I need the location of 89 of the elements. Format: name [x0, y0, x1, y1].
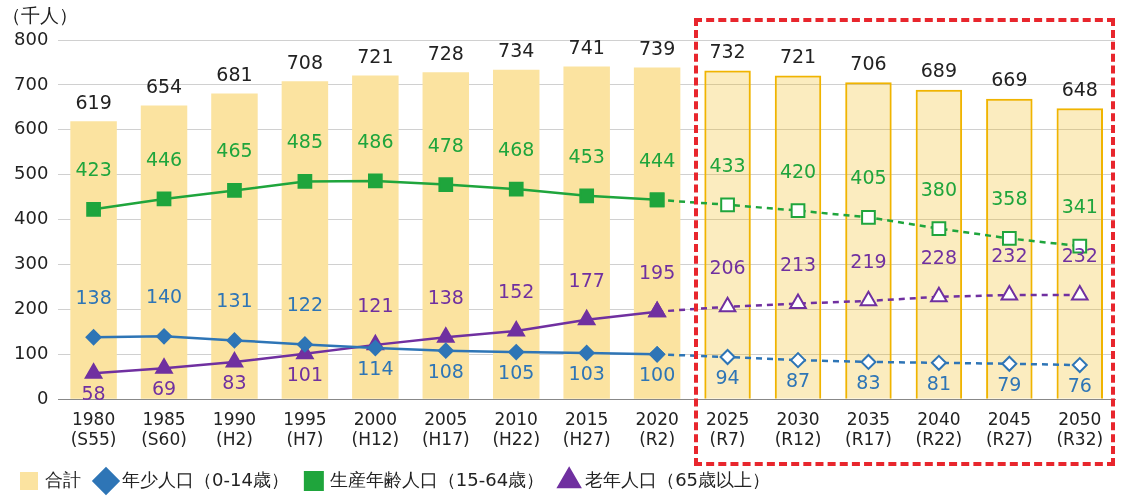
data-label: 485: [286, 130, 324, 153]
legend-label: 年少人口（0-14歳）: [122, 468, 289, 490]
data-label: 69: [151, 377, 177, 400]
x-tick-label: 2015 (H27): [562, 408, 611, 450]
data-label: 708: [286, 50, 324, 73]
data-label: 114: [357, 356, 394, 379]
data-label: 453: [568, 144, 605, 167]
data-label: 444: [638, 148, 676, 171]
data-label: 420: [779, 159, 817, 182]
data-label: 108: [427, 359, 464, 382]
y-tick-label: 800: [14, 27, 49, 49]
y-tick-label: 600: [14, 117, 49, 139]
data-label: 121: [357, 293, 394, 316]
legend-label: 合計: [45, 468, 81, 490]
data-label: 213: [779, 252, 817, 275]
x-tick-label: 1990 (H2): [212, 408, 257, 450]
data-label: 131: [216, 289, 253, 312]
data-label: 206: [709, 255, 746, 278]
data-label: 478: [427, 133, 464, 156]
x-tick-label: 1985 (S60): [141, 408, 187, 450]
data-label: 648: [1061, 77, 1098, 100]
data-label: 446: [145, 147, 183, 170]
data-label: 101: [286, 362, 324, 385]
x-tick-label: 1995 (H7): [283, 408, 327, 450]
legend-label: 生産年齢人口（15-64歳）: [329, 468, 545, 490]
data-label: 152: [498, 279, 535, 302]
data-label: 728: [427, 41, 464, 64]
data-label: 465: [216, 139, 253, 162]
data-label: 177: [568, 268, 605, 291]
data-label: 232: [1061, 243, 1098, 266]
x-tick-label: 2000 (H12): [351, 408, 400, 450]
data-label: 219: [850, 249, 887, 272]
data-label: 79: [997, 372, 1022, 395]
data-label: 423: [75, 158, 112, 181]
y-tick-label: 300: [14, 252, 49, 274]
data-label: 654: [145, 74, 183, 97]
data-label: 380: [920, 177, 958, 200]
data-label: 433: [709, 153, 746, 176]
data-label: 138: [427, 286, 464, 309]
x-tick-label: 2025 (R7): [705, 408, 750, 450]
data-label: 358: [991, 187, 1028, 210]
x-tick-label: 2040 (R22): [915, 408, 963, 450]
y-tick-label: 100: [14, 341, 49, 363]
data-label: 140: [145, 285, 183, 308]
data-label: 195: [638, 260, 676, 283]
data-label: 138: [75, 286, 112, 309]
data-label: 706: [850, 51, 887, 74]
y-tick-label: 400: [14, 207, 49, 229]
x-tick-label: 2045 (R27): [985, 408, 1033, 450]
data-label: 739: [638, 36, 676, 59]
y-tick-label: 700: [14, 72, 49, 94]
data-label: 81: [926, 371, 951, 394]
x-tick-label: 2035 (R17): [845, 408, 892, 450]
data-label: 105: [498, 360, 535, 383]
data-label: 681: [216, 62, 253, 85]
data-label: 58: [81, 382, 106, 405]
data-label: 405: [850, 166, 887, 189]
data-label: 100: [638, 363, 676, 386]
data-label: 689: [920, 59, 958, 82]
data-label: 468: [498, 138, 535, 161]
data-label: 87: [785, 369, 811, 392]
data-label: 94: [715, 365, 740, 388]
data-label: 122: [286, 293, 324, 316]
legend-label: 老年人口（65歳以上）: [585, 468, 771, 490]
data-label: 341: [1061, 195, 1098, 218]
data-label: 486: [357, 129, 394, 152]
y-tick-label: 0: [36, 386, 49, 408]
data-label: 669: [991, 68, 1028, 91]
data-label: 228: [920, 245, 958, 268]
x-tick-label: 1980 (S55): [70, 408, 117, 450]
data-label: 619: [75, 90, 112, 113]
data-label: 76: [1067, 374, 1092, 397]
y-tick-label: 200: [14, 297, 49, 319]
x-tick-label: 2010 (H22): [492, 408, 541, 450]
data-label: 721: [779, 44, 817, 67]
data-label: 232: [991, 243, 1028, 266]
x-tick-label: 2050 (R32): [1056, 408, 1104, 450]
x-tick-label: 2020 (R2): [635, 408, 679, 450]
data-label: 732: [709, 39, 746, 62]
y-tick-label: 500: [14, 162, 49, 184]
data-label: 721: [357, 44, 394, 67]
data-label: 741: [568, 35, 605, 58]
data-label: 83: [222, 370, 247, 393]
data-label: 103: [568, 361, 605, 384]
y-axis-title: （千人）: [2, 4, 78, 27]
data-label: 734: [498, 39, 535, 62]
x-tick-label: 2005 (H17): [421, 408, 470, 450]
x-tick-label: 2030 (R12): [774, 408, 822, 450]
data-label: 83: [856, 370, 881, 393]
